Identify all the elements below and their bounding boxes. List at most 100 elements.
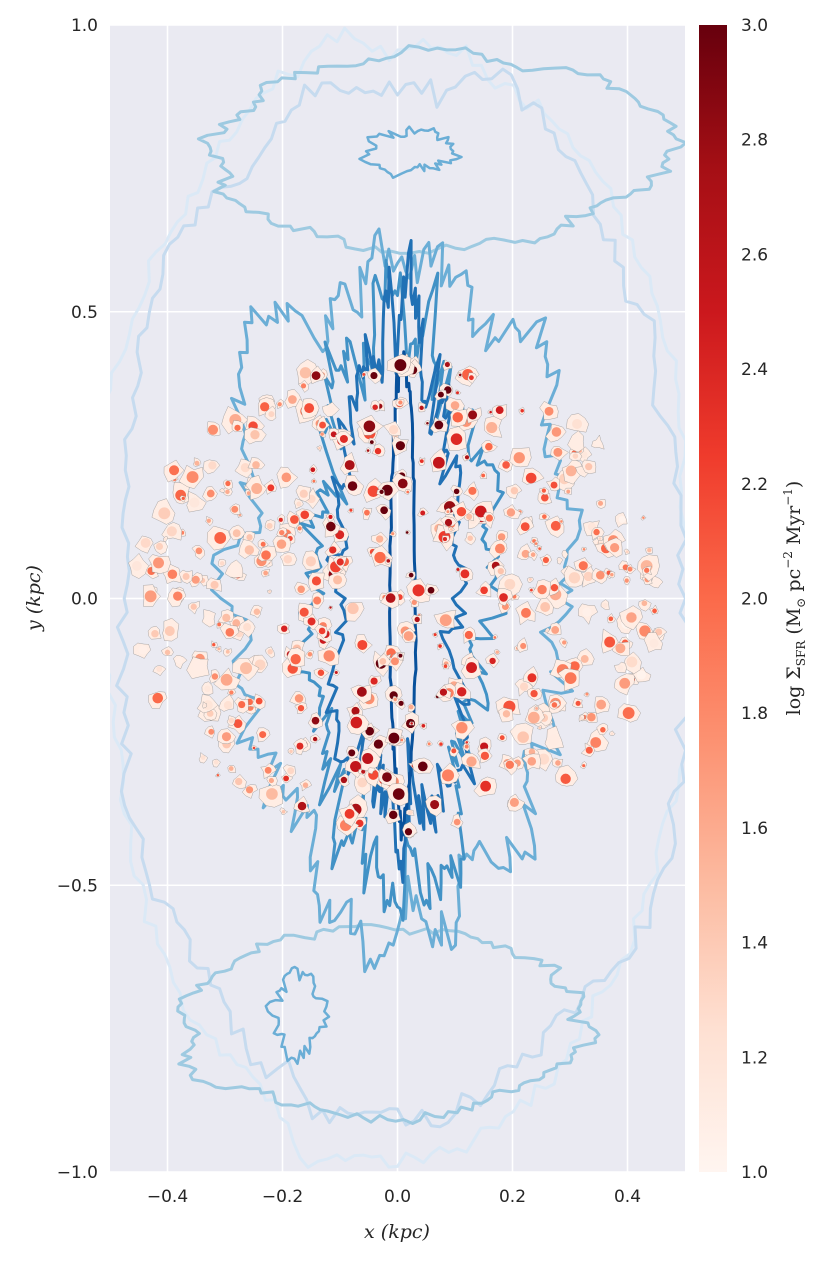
sfr-clump-core	[653, 578, 661, 586]
sfr-clump-core	[411, 599, 417, 605]
sfr-clump-core	[261, 550, 271, 560]
sfr-clump-core	[367, 485, 379, 497]
sfr-clump-core	[222, 613, 231, 622]
sfr-clump-core	[192, 659, 205, 672]
colorbar-tick-label: 1.6	[741, 819, 768, 839]
sfr-clump-core	[344, 808, 355, 819]
sfr-clump-core	[593, 528, 600, 536]
sfr-clump-core	[334, 670, 338, 674]
sfr-clump-core	[525, 472, 537, 484]
sfr-clump-core	[311, 576, 322, 586]
colorbar-ticks: 3.0 2.8 2.6 2.4 2.2 2.0 1.8 1.6 1.4 1.2 1.0	[741, 16, 768, 1183]
sfr-clump-core	[266, 788, 278, 800]
sfr-clump-core	[458, 373, 462, 377]
sfr-clump-core	[486, 421, 498, 434]
sfr-clump-core	[361, 769, 366, 774]
sfr-clump-core	[641, 600, 648, 607]
sfr-clump-core	[520, 409, 524, 413]
sfr-clump-core	[535, 707, 539, 710]
sfr-clump-core	[450, 401, 460, 410]
sfr-clump-core	[464, 744, 469, 749]
sfr-clump-core	[649, 638, 659, 648]
sfr-clump-core	[452, 412, 463, 423]
sfr-clump-core	[527, 711, 540, 724]
sfr-clump-core	[294, 694, 304, 703]
sfr-clump-core	[175, 656, 183, 664]
colorbar-tick-label: 2.4	[741, 360, 768, 380]
sfr-clump-core	[583, 571, 593, 582]
sfr-clump-core	[144, 590, 157, 603]
sfr-clump-core	[439, 688, 448, 696]
sfr-clump-core	[164, 626, 175, 637]
sfr-clump-core	[538, 753, 550, 765]
sfr-clump-core	[582, 547, 586, 551]
sfr-clump-core	[370, 677, 378, 685]
y-tick-label: 0.0	[71, 590, 98, 610]
sfr-clump-core	[214, 532, 227, 544]
sfr-clump-core	[283, 775, 289, 782]
sfr-clump-core	[194, 460, 200, 466]
sfr-clump-core	[412, 584, 425, 597]
sfr-clump-core	[318, 627, 326, 635]
sfr-clump-core	[373, 739, 384, 749]
sfr-clump-core	[538, 547, 541, 551]
sfr-clump-core	[408, 810, 413, 815]
sfr-clump-core	[578, 561, 588, 571]
sfr-clump-core	[299, 367, 312, 379]
sfr-clump-core	[408, 572, 414, 578]
sfr-clump-core	[204, 685, 211, 693]
sfr-clump-core	[497, 533, 506, 541]
sfr-clump-core	[453, 488, 460, 495]
sfr-clump-core	[527, 673, 537, 683]
sfr-clump-core	[569, 661, 580, 672]
sfr-clump-core	[502, 461, 510, 469]
sfr-clump-core	[495, 406, 504, 415]
sfr-clump-core	[427, 586, 435, 594]
sfr-clump-core	[537, 584, 547, 595]
sfr-clump-core	[225, 480, 231, 487]
sfr-clump-core	[344, 460, 355, 471]
sfr-clump-core	[456, 567, 460, 571]
sfr-clump-core	[131, 560, 142, 571]
sfr-clump-core	[169, 465, 180, 476]
sfr-clump-core	[460, 569, 470, 579]
sfr-clump-core	[562, 640, 567, 645]
sfr-clump-core	[297, 585, 305, 594]
sfr-clump-core	[221, 732, 232, 742]
sfr-clump-core	[268, 778, 274, 784]
sfr-clump-core	[277, 402, 282, 407]
sfr-clump-core	[579, 716, 583, 720]
colorbar	[699, 25, 727, 1172]
x-tick-label: 0.4	[614, 1187, 641, 1207]
sfr-clump-core	[216, 774, 220, 777]
sfr-clump-core	[550, 584, 559, 592]
sfr-clump-core	[311, 371, 321, 380]
sfr-clump-core	[565, 465, 577, 477]
contour-lobe-bottom	[176, 923, 601, 1125]
sfr-clump-core	[328, 514, 333, 519]
sfr-clump-core	[230, 565, 240, 575]
sfr-clump-core	[529, 577, 532, 581]
sfr-clump-core	[595, 570, 605, 580]
sfr-clump-core	[347, 481, 358, 491]
sfr-clump-core	[534, 542, 538, 546]
sfr-clump-core	[279, 529, 285, 536]
sfr-clump-core	[297, 526, 302, 531]
sfr-clump-core	[419, 459, 424, 464]
sfr-clump-core	[232, 619, 241, 627]
sfr-clump-core	[432, 456, 445, 469]
sfr-clump-core	[618, 516, 626, 523]
sfr-clump-core	[468, 375, 474, 381]
sfr-clump-core	[626, 612, 637, 623]
sfr-clump-core	[430, 799, 440, 810]
colorbar-tick-label: 2.6	[741, 245, 768, 265]
sfr-clump-core	[305, 556, 316, 567]
sfr-clump-core	[542, 556, 550, 564]
sfr-clump-core	[388, 732, 400, 744]
sfr-clump-core	[329, 606, 332, 609]
sfr-clump-core	[336, 558, 344, 566]
sfr-clump-core	[434, 420, 444, 430]
sfr-clump-core	[480, 586, 488, 595]
sfr-clump-core	[426, 422, 429, 425]
